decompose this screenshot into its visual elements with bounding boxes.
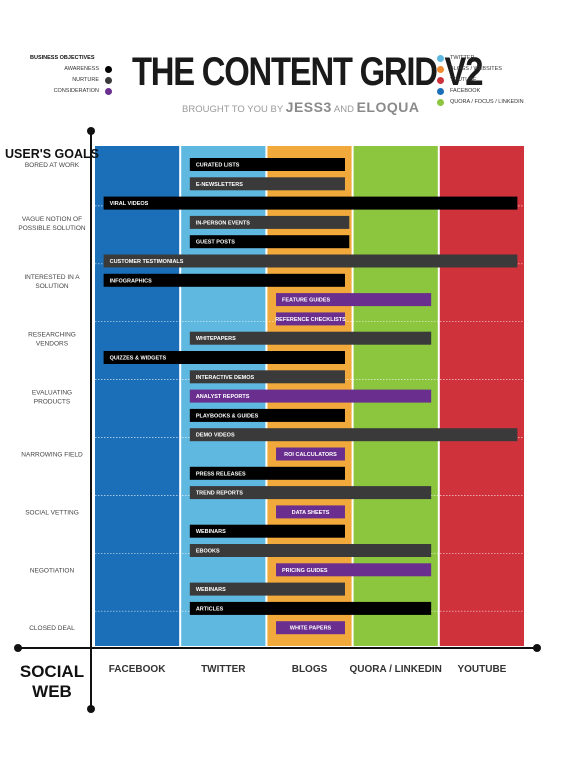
youtube-dot-icon: [437, 77, 444, 84]
content-bar-label: WHITE PAPERS: [290, 626, 332, 632]
content-bar-label: CURATED LISTS: [196, 163, 240, 169]
content-bar-label: ARTICLES: [196, 606, 224, 612]
goal-label: NEGOTIATION: [30, 567, 75, 574]
content-bar: [189, 389, 432, 403]
content-bar: [189, 370, 345, 384]
goal-label: VAGUE NOTION OF POSSIBLE SOLUTION: [18, 216, 85, 232]
content-bar: [276, 293, 432, 307]
column-facebook: [95, 146, 180, 646]
column-label: YOUTUBE: [457, 664, 506, 675]
goal-label: BORED AT WORK: [25, 162, 80, 169]
content-bar: [189, 582, 345, 596]
brand-eloqua-logo: ELOQUA: [356, 99, 420, 115]
column-label: FACEBOOK: [109, 664, 166, 675]
legend-item-blogs: BLOGS / WEBSITES: [437, 64, 524, 75]
content-bar: [103, 273, 345, 287]
byline-and: AND: [333, 104, 354, 115]
content-bar-label: FEATURE GUIDES: [282, 298, 331, 304]
content-bar: [103, 254, 518, 268]
content-bar: [103, 351, 345, 364]
content-bar-label: REFERENCE CHECKLISTS: [275, 317, 346, 323]
content-bar: [189, 215, 350, 229]
content-bar-label: IN-PERSON EVENTS: [196, 220, 250, 226]
content-bar: [276, 621, 345, 635]
legend-item-facebook: FACEBOOK: [437, 86, 524, 97]
content-bar-label: WHITEPAPERS: [196, 336, 236, 342]
facebook-dot-icon: [437, 88, 444, 95]
content-bar-label: PRICING GUIDES: [282, 568, 328, 574]
legend-item-quora: QUORA / FOCUS / LINKEDIN: [437, 97, 524, 108]
goal-label: RESEARCHING VENDORS: [28, 332, 76, 348]
content-bar: [276, 505, 345, 519]
content-bar: [276, 447, 345, 461]
column-label: BLOGS: [292, 664, 328, 675]
content-bar-label: GUEST POSTS: [196, 240, 235, 246]
channels-legend: TWITTER BLOGS / WEBSITES YOUTUBE FACEBOO…: [437, 53, 524, 108]
brand-jess3-logo: JESS3: [285, 99, 332, 115]
objectives-legend: BUSINESS OBJECTIVES AWARENESS NURTURE CO…: [30, 53, 112, 97]
content-bar-label: INTERACTIVE DEMOS: [196, 375, 255, 381]
byline-prefix: BROUGHT TO YOU BY: [182, 104, 284, 115]
legend-item-consideration: CONSIDERATION: [30, 86, 112, 97]
blogs-dot-icon: [437, 66, 444, 73]
content-bar-label: EBOOKS: [196, 549, 220, 555]
column-label: TWITTER: [201, 664, 246, 675]
y-axis-title: USER'S GOALS: [5, 147, 99, 161]
byline: BROUGHT TO YOU BY JESS3 AND ELOQUA: [182, 99, 419, 115]
goal-label: EVALUATING PRODUCTS: [32, 390, 72, 406]
content-bar-label: INFOGRAPHICS: [110, 278, 152, 284]
content-bar-label: WEBINARS: [196, 529, 226, 535]
column-label: QUORA / LINKEDIN: [349, 664, 441, 675]
legend-item-nurture: NURTURE: [30, 75, 112, 86]
content-bar: [189, 544, 432, 557]
content-bar: [103, 196, 518, 210]
goal-label: CLOSED DEAL: [29, 625, 75, 632]
legend-item-awareness: AWARENESS: [30, 64, 112, 75]
goal-label: NARROWING FIELD: [21, 451, 83, 458]
content-bar-label: CUSTOMER TESTIMONIALS: [110, 259, 184, 265]
content-bar-label: TREND REPORTS: [196, 491, 243, 497]
content-bar: [189, 466, 345, 480]
content-bar-label: E-NEWSLETTERS: [196, 182, 243, 188]
content-bar-label: WEBINARS: [196, 587, 226, 593]
content-bar: [189, 408, 345, 422]
content-bar-label: QUIZZES & WIDGETS: [110, 356, 167, 362]
twitter-dot-icon: [437, 55, 444, 62]
content-bar-label: DEMO VIDEOS: [196, 433, 235, 439]
content-bar: [189, 177, 345, 191]
axis-end-dot-icon: [87, 705, 95, 713]
x-axis-title: SOCIAL: [20, 662, 84, 681]
content-bar: [189, 486, 432, 500]
content-bar: [189, 428, 518, 442]
content-bar: [189, 331, 432, 345]
legend-item-twitter: TWITTER: [437, 53, 524, 64]
goal-label: INTERESTED IN A SOLUTION: [24, 274, 80, 290]
content-bar: [189, 158, 345, 171]
content-bar-label: ROI CALCULATORS: [284, 452, 337, 458]
axis-end-dot-icon: [87, 127, 95, 135]
content-bar-label: DATA SHEETS: [292, 510, 330, 516]
content-bar-label: PRESS RELEASES: [196, 471, 246, 477]
content-bar-label: ANALYST REPORTS: [196, 394, 250, 400]
content-bar: [189, 601, 432, 615]
legend-item-youtube: YOUTUBE: [437, 75, 524, 86]
x-axis-title: WEB: [32, 682, 72, 701]
quora-dot-icon: [437, 99, 444, 106]
content-bar: [189, 524, 345, 538]
content-bar: [276, 563, 432, 577]
content-bar-label: PLAYBOOKS & GUIDES: [196, 413, 259, 419]
goal-label: SOCIAL VETTING: [25, 509, 79, 516]
awareness-dot-icon: [105, 66, 112, 73]
axis-end-dot-icon: [533, 644, 541, 652]
objectives-legend-heading: BUSINESS OBJECTIVES: [30, 55, 95, 61]
content-bar: [276, 312, 345, 326]
content-bar-label: VIRAL VIDEOS: [110, 201, 149, 207]
content-bar: [189, 235, 350, 249]
column-youtube: [439, 146, 524, 646]
nurture-dot-icon: [105, 77, 112, 84]
axis-end-dot-icon: [14, 644, 22, 652]
consideration-dot-icon: [105, 88, 112, 95]
